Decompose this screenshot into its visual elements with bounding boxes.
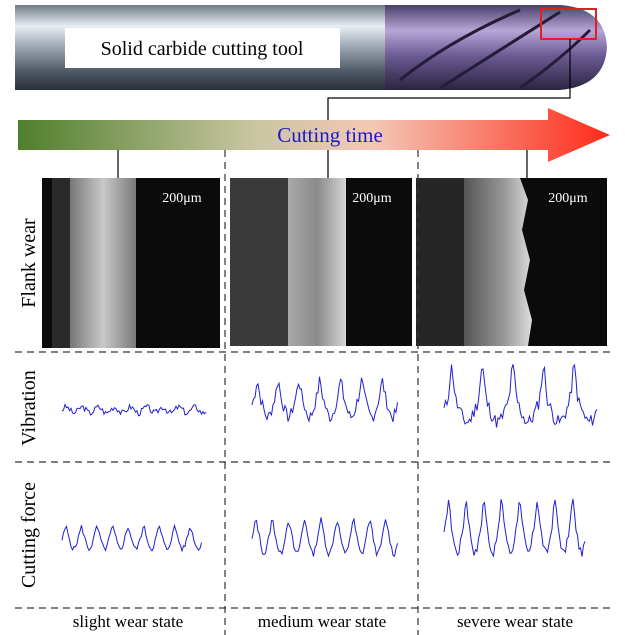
scale-label: 200μm [548, 191, 588, 206]
separators [15, 150, 612, 635]
row-label: Vibration [18, 370, 40, 445]
callout-line [327, 39, 571, 124]
micrographs: 200μm 200μm 200μm [42, 178, 607, 348]
signals [61, 363, 598, 558]
vibration-signal [61, 403, 207, 417]
vibration-signal [443, 363, 598, 428]
tool-image: Solid carbide cutting tool [15, 5, 607, 124]
flute-edge [399, 8, 592, 90]
column-label: severe wear state [457, 612, 573, 631]
scale-label: 200μm [352, 191, 392, 206]
scale-label: 200μm [162, 191, 202, 206]
column-label: medium wear state [258, 612, 386, 631]
row-label: Flank wear [18, 218, 40, 308]
force-signal [61, 523, 202, 553]
force-signal [251, 517, 398, 558]
tool-label-box [65, 28, 340, 68]
vibration-signal [251, 376, 398, 423]
arrow-ticks [117, 150, 528, 179]
tool-label: Solid carbide cutting tool [101, 38, 304, 60]
arrow-label: Cutting time [277, 123, 383, 147]
force-signal [443, 498, 586, 558]
time-arrow [18, 108, 610, 162]
flutes [385, 5, 607, 90]
tip-highlight [540, 8, 597, 40]
column-label: slight wear state [73, 612, 183, 631]
row-label: Cutting force [18, 482, 40, 588]
